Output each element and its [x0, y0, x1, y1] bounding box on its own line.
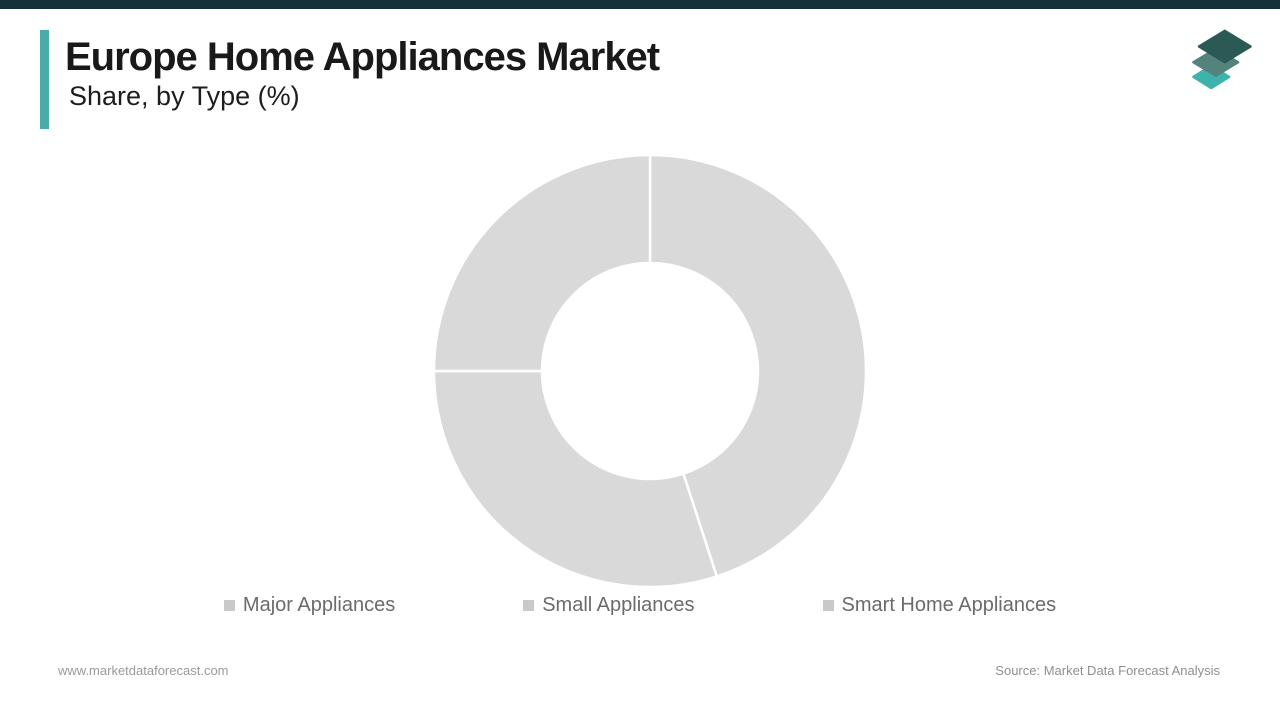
legend-marker-icon: [822, 600, 834, 611]
chart-header: Europe Home Appliances Market Share, by …: [40, 30, 660, 129]
page-subtitle: Share, by Type (%): [69, 81, 300, 111]
donut-segment-small-appliances: [432, 369, 719, 589]
logo-layer-top: [1197, 29, 1252, 64]
donut-segment-major-appliances: [648, 153, 868, 579]
top-border-bar: [0, 0, 1280, 9]
donut-segment-smart-home-appliances: [432, 153, 652, 373]
title-accent-bar: [40, 30, 49, 129]
legend-marker-icon: [523, 600, 535, 611]
legend-item-smart-home-appliances: Smart Home Appliances: [822, 594, 1057, 617]
legend-label: Smart Home Appliances: [841, 594, 1057, 616]
page-title: Europe Home Appliances Market: [65, 35, 660, 79]
legend-label: Major Appliances: [242, 594, 396, 616]
chart-legend: Major Appliances Small Appliances Smart …: [0, 594, 1280, 617]
market-data-forecast-logo: [1192, 29, 1252, 90]
legend-item-small-appliances: Small Appliances: [523, 594, 695, 617]
legend-marker-icon: [223, 600, 235, 611]
legend-item-major-appliances: Major Appliances: [223, 594, 396, 617]
legend-label: Small Appliances: [542, 594, 695, 616]
website-text: www.marketdataforecast.com: [58, 663, 229, 678]
source-text: Source: Market Data Forecast Analysis: [995, 663, 1220, 678]
